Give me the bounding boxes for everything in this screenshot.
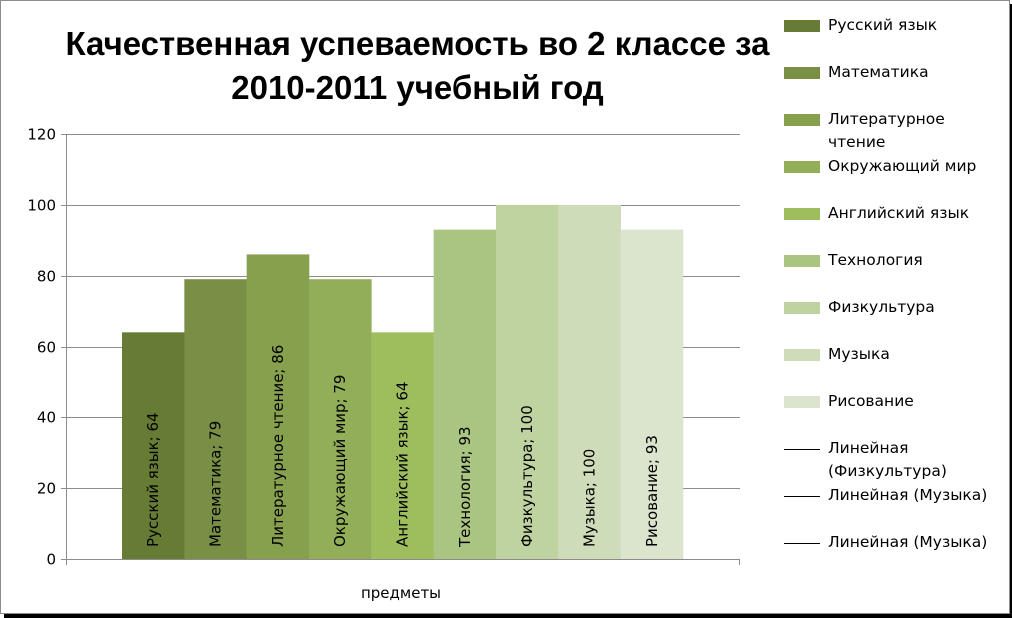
y-tick-label: 100 [27, 197, 56, 215]
legend-line-swatch [784, 496, 820, 497]
data-label: Окружающий мир; 79 [331, 375, 349, 547]
data-label: Физкультура; 100 [518, 405, 536, 547]
chart-shadow-right [1010, 4, 1012, 618]
legend-label: Музыка [828, 345, 890, 363]
y-tick-label: 80 [37, 268, 56, 286]
legend-label: Русский язык [828, 16, 938, 34]
legend-swatch [784, 208, 820, 220]
y-tick-label: 0 [46, 551, 56, 569]
bar [309, 279, 372, 559]
bar [433, 229, 497, 559]
legend-swatch [784, 302, 820, 314]
legend-swatch [784, 20, 820, 32]
data-label: Рисование; 93 [643, 435, 661, 547]
data-label: Технология; 93 [456, 426, 474, 548]
x-axis-title: предметы [361, 584, 441, 602]
data-label: Математика; 79 [207, 421, 225, 547]
data-label: Русский язык; 64 [144, 412, 162, 547]
legend-label: Линейная (Физкультура) [828, 439, 947, 480]
y-tick-label: 20 [37, 480, 56, 498]
legend-line-swatch [784, 543, 820, 544]
data-label: Музыка; 100 [581, 449, 599, 547]
bar [371, 332, 434, 559]
bars: Русский язык; 64 Математика; 79 Литературн… [122, 204, 684, 560]
axes: 0 20 40 60 80 100 120 [27, 126, 740, 569]
legend-label: Физкультура [828, 298, 935, 316]
legend-swatch [784, 255, 820, 267]
bar [184, 279, 247, 559]
bar [496, 204, 559, 560]
chart-title: Качественная успеваемость во 2 классе за… [65, 25, 770, 106]
y-tick-label: 40 [37, 409, 56, 427]
chart-shadow-bottom [4, 614, 1012, 618]
legend-swatch [784, 349, 820, 361]
y-tick-label: 60 [37, 339, 56, 357]
bar [620, 229, 684, 559]
legend-label: Английский язык [828, 204, 970, 222]
legend-label: Окружающий мир [828, 157, 977, 175]
legend-swatch [784, 161, 820, 173]
bar [246, 254, 310, 559]
data-label: Английский язык; 64 [394, 382, 412, 547]
data-label: Литературное чтение; 86 [269, 345, 287, 547]
legend-label: Линейная (Музыка) [828, 533, 988, 551]
bar [558, 204, 621, 560]
legend-label: Линейная (Музыка) [828, 486, 988, 504]
bar [122, 332, 185, 559]
legend-swatch [784, 67, 820, 79]
y-tick-label: 120 [27, 126, 56, 144]
legend-label: Технология [828, 251, 923, 269]
legend-line-swatch [784, 449, 820, 450]
legend-label: Рисование [828, 392, 914, 410]
legend-swatch [784, 396, 820, 408]
legend-label: Литературное чтение [828, 110, 945, 151]
legend-label: Математика [828, 63, 929, 81]
legend-swatch [784, 114, 820, 126]
